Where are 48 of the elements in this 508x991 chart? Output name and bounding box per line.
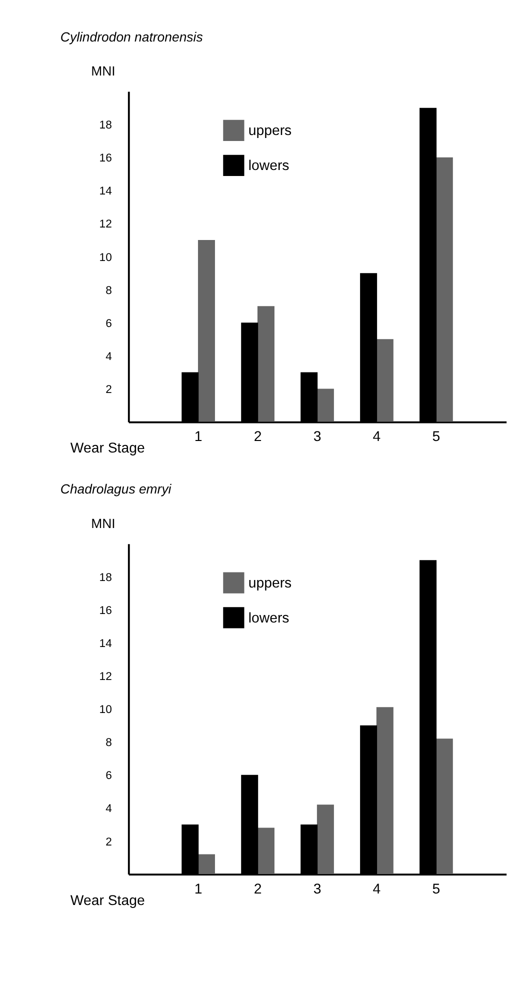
y-tick-label: 2: [106, 384, 112, 396]
x-axis-title: Wear Stage: [70, 892, 145, 909]
y-tick-label: 4: [106, 350, 112, 363]
bar: [198, 854, 215, 874]
y-tick-label: 18: [99, 572, 112, 584]
bar: [198, 240, 215, 422]
legend-label: uppers: [248, 576, 292, 592]
legend-label: lowers: [248, 158, 290, 174]
y-tick-label: 14: [99, 186, 112, 198]
y-axis-title: MNI: [91, 516, 116, 532]
y-tick-label: 16: [99, 152, 112, 165]
x-tick-label: 4: [372, 429, 381, 446]
chart-title: Cylindrodon natronensis: [60, 29, 204, 44]
y-tick-label: 6: [106, 770, 112, 782]
x-tick-label: 4: [372, 881, 381, 898]
x-tick-label: 2: [254, 881, 262, 898]
y-tick-label: 10: [99, 704, 112, 716]
y-tick-label: 6: [106, 318, 112, 330]
y-tick-label: 2: [106, 836, 112, 848]
x-axis-title: Wear Stage: [70, 440, 145, 456]
chart-title: Chadrolagus emryi: [60, 482, 172, 497]
y-tick-label: 10: [99, 252, 112, 264]
bar: [316, 388, 334, 422]
y-axis-title: MNI: [91, 64, 116, 79]
y-tick-label: 4: [106, 803, 112, 816]
bar: [316, 804, 334, 874]
x-tick-label: 2: [254, 429, 262, 446]
bar: [436, 157, 453, 422]
x-tick-label: 3: [313, 429, 322, 446]
bar: [376, 707, 394, 874]
x-tick-label: 1: [194, 881, 202, 898]
legend-label: lowers: [248, 610, 290, 626]
bar: [376, 339, 394, 422]
bar: [257, 828, 274, 874]
bar: [257, 306, 274, 422]
x-tick-label: 3: [313, 881, 322, 898]
x-tick-label: 1: [194, 429, 202, 446]
y-tick-label: 18: [99, 120, 112, 132]
y-tick-label: 8: [106, 737, 112, 750]
y-tick-label: 8: [106, 284, 112, 297]
y-tick-label: 12: [99, 218, 112, 231]
y-tick-label: 16: [99, 604, 112, 617]
y-tick-label: 14: [99, 638, 112, 650]
y-tick-label: 12: [99, 671, 112, 684]
x-tick-label: 5: [432, 881, 440, 898]
x-tick-label: 5: [432, 429, 440, 446]
legend-label: uppers: [248, 123, 292, 140]
bar: [436, 738, 453, 874]
